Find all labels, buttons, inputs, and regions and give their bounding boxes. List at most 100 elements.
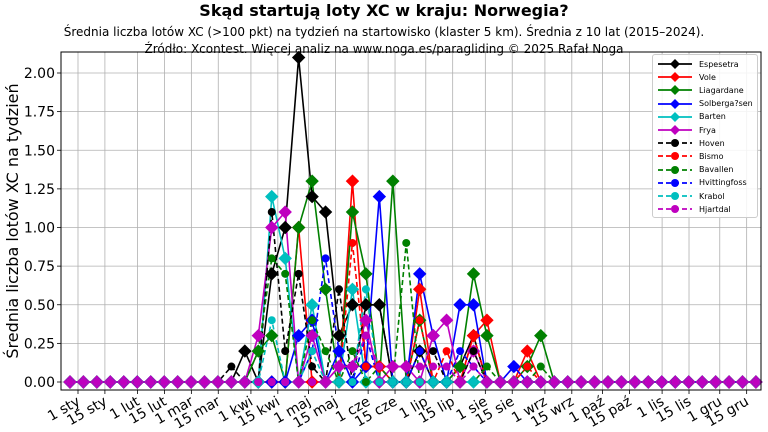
data-point-circle [294,269,303,278]
legend-label: Barten [699,112,726,122]
legend-label: Hvittingfoss [699,178,747,188]
data-point-circle [119,378,128,386]
data-point-diamond [480,313,494,327]
data-point-circle [294,378,303,386]
data-point-circle [361,378,370,386]
data-point-circle [469,362,478,371]
legend-item: Liagardane [657,84,744,96]
legend-circle-marker-icon [658,165,692,174]
data-point-circle [604,378,612,386]
data-point-circle [254,378,263,386]
data-point-diamond [318,282,333,297]
data-point-circle [308,316,317,325]
legend-label: Bismo [699,151,724,161]
legend-circle-marker-icon [658,178,692,187]
data-point-diamond [439,313,454,327]
legend-label: Krabol [699,191,725,201]
data-point-circle [671,378,680,386]
data-point-circle [644,378,653,386]
data-point-circle [348,238,357,247]
data-point-circle [657,378,666,386]
series-lines [63,50,763,389]
data-point-circle [106,378,115,386]
legend-label: Hoven [699,138,725,148]
legend-item: Bavallen [657,164,733,176]
data-point-circle [456,378,465,386]
data-point-circle [684,378,693,386]
data-point-circle [348,378,357,386]
data-point-circle [348,362,357,371]
data-point-circle [482,378,491,386]
data-point-diamond [318,205,333,219]
legend-label: Bavallen [699,165,734,175]
y-axis-label: Średnia liczba lotów XC na tydzień [3,83,22,358]
data-point-circle [738,378,747,386]
data-point-circle [335,347,343,356]
data-point-circle [213,378,222,386]
data-point-circle [308,378,317,386]
data-point-circle [321,254,330,263]
data-point-diamond [520,344,535,358]
legend-circle-marker-icon [658,205,692,214]
data-point-circle [361,362,370,371]
data-point-circle [227,362,236,371]
legend-item: Krabol [657,190,725,202]
data-point-diamond [278,205,292,219]
data-point-circle [523,378,532,386]
data-point-diamond [426,328,440,343]
data-point-diamond [345,174,360,188]
data-point-circle [321,347,330,356]
data-point-diamond [507,359,521,374]
y-tick-label: 0.50 [24,298,55,314]
data-point-circle [92,378,101,386]
data-point-diamond [453,359,467,374]
data-point-diamond [278,251,292,266]
series-line-hvittingfoss [70,258,756,385]
data-point-circle [361,285,370,294]
data-point-circle [146,378,155,386]
legend-diamond-marker-icon [658,98,692,109]
data-point-circle [375,362,384,371]
data-point-circle [227,378,236,386]
data-point-circle [402,362,411,371]
data-point-circle [751,378,760,386]
data-point-circle [590,378,599,386]
data-point-circle [442,362,451,371]
data-point-circle [496,378,505,386]
data-point-circle [335,285,343,294]
data-point-circle [577,378,586,386]
chart-subtitle: Średnia liczba lotów XC (>100 pkt) na ty… [63,25,705,39]
data-point-diamond [345,205,360,219]
data-point-diamond [265,328,279,343]
data-point-diamond [305,189,319,204]
legend-item: Barten [657,111,726,123]
data-point-circle [617,378,626,386]
legend-item: Hjartdal [657,203,731,215]
data-point-diamond [278,220,292,235]
data-point-circle [698,378,707,386]
data-point-circle [375,300,384,309]
data-point-circle [415,378,424,386]
data-point-circle [388,378,397,386]
data-point-diamond [359,313,373,327]
y-tick-label: 0.00 [24,375,55,391]
legend-diamond-marker-icon [658,72,692,83]
data-point-circle [348,347,357,356]
data-point-circle [308,347,317,356]
y-tick-label: 2.00 [24,66,55,82]
data-point-circle [335,362,343,371]
data-point-circle [375,378,384,386]
data-point-diamond [345,298,360,312]
data-point-circle [456,347,465,356]
data-point-circle [402,378,411,386]
data-point-diamond [466,267,481,281]
data-point-circle [711,378,720,386]
y-tick-label: 0.75 [24,259,55,275]
data-point-diamond [412,267,427,281]
data-point-circle [267,316,276,325]
legend-diamond-marker-icon [658,59,692,69]
y-tick-label: 1.25 [24,182,55,198]
data-point-circle [267,254,276,263]
data-point-circle [429,362,438,371]
